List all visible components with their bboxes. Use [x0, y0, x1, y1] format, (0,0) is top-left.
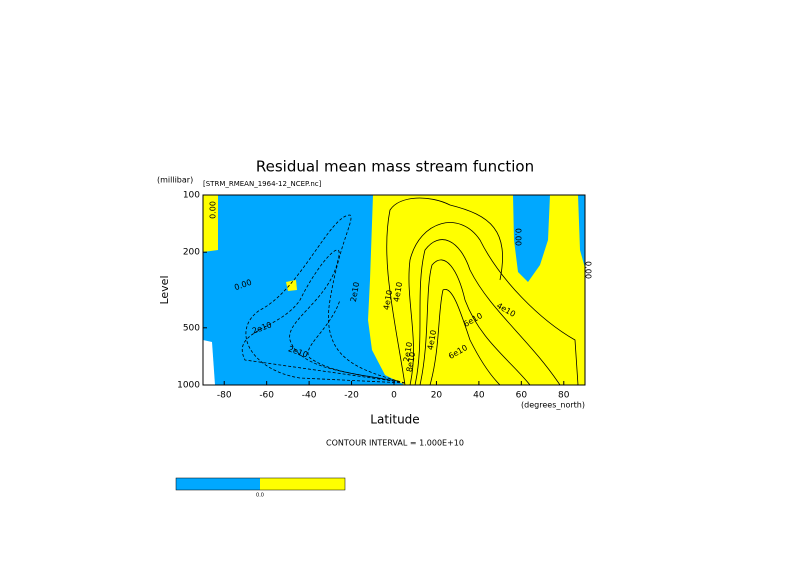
y-tick-label: 200 — [183, 248, 200, 258]
y-unit: (millibar) — [157, 176, 193, 185]
contour-label: 2e10 — [402, 341, 414, 362]
contour-label: 0.00 — [209, 201, 218, 219]
y-tick-label: 100 — [183, 191, 200, 201]
contour-label: 4e10 — [392, 281, 404, 302]
contour-label: 0.00 — [514, 228, 523, 246]
y-tick-label: 500 — [183, 323, 200, 333]
negative-region — [513, 195, 550, 282]
positive-region — [203, 195, 218, 252]
missing-region — [203, 340, 215, 385]
x-tick-label: -20 — [344, 391, 359, 401]
plot-area — [202, 194, 586, 386]
contour — [408, 222, 579, 386]
contour — [429, 289, 501, 386]
x-tick-label: -40 — [302, 391, 317, 401]
chart-title: Residual mean mass stream function — [256, 158, 534, 176]
x-tick-label: 20 — [431, 391, 443, 401]
x-tick-label: 40 — [473, 391, 485, 401]
contour-label: 8e10 — [405, 351, 417, 372]
colorbar-label: 0.0 — [256, 493, 264, 499]
colorbar-frame — [175, 477, 346, 491]
colorbar-positive — [260, 478, 345, 490]
contour-label: 4e10 — [426, 329, 438, 350]
contour — [245, 214, 406, 384]
positive-region — [286, 280, 297, 291]
x-tick-label: -80 — [217, 391, 232, 401]
contour-label: 0.00 — [584, 261, 593, 279]
contour — [307, 299, 399, 382]
contour — [242, 249, 401, 383]
contour — [386, 197, 503, 386]
x-tick-label: 80 — [558, 391, 570, 401]
x-tick-label: -60 — [259, 391, 274, 401]
x-tick-label: 60 — [516, 391, 528, 401]
x-tick-label: 0 — [391, 391, 397, 401]
x-unit: (degrees_north) — [521, 401, 585, 410]
negative-region — [578, 195, 585, 268]
contour — [414, 239, 561, 386]
contour — [419, 259, 531, 386]
x-axis-label: Latitude — [370, 413, 419, 427]
contour-label: 4e10 — [382, 289, 394, 310]
subtitle: [STRM_RMEAN_1964-12_NCEP.nc] — [203, 180, 322, 188]
y-axis-label: Level — [158, 275, 171, 304]
colorbar-negative — [176, 478, 260, 490]
contour-interval: CONTOUR INTERVAL = 1.000E+10 — [326, 439, 464, 448]
contour-label: 2e10 — [349, 281, 361, 302]
y-tick-label: 1000 — [177, 381, 200, 391]
